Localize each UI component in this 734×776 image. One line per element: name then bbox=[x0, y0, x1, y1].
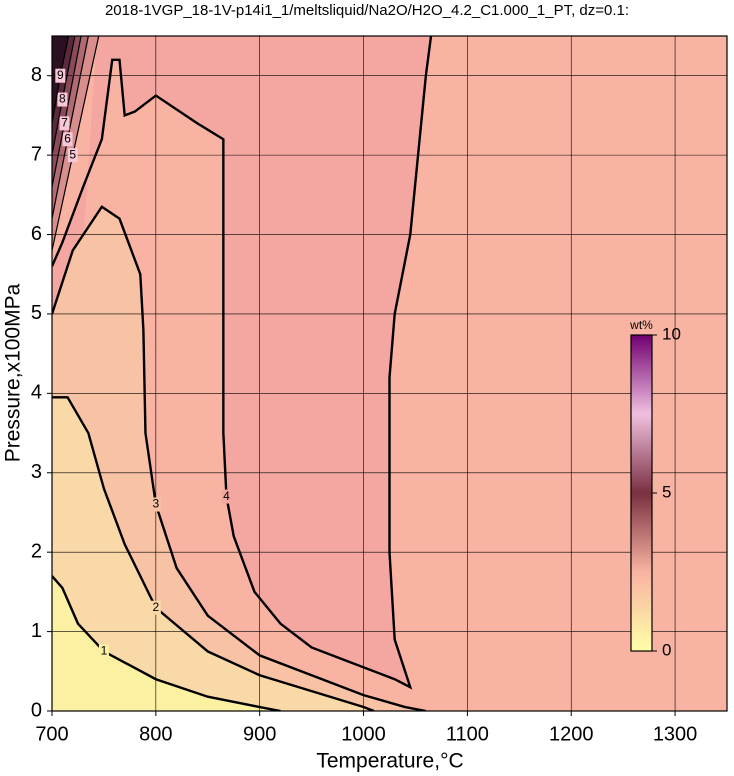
colorbar bbox=[630, 334, 653, 652]
contour-label: 6 bbox=[64, 131, 71, 145]
contour-fill bbox=[52, 397, 374, 711]
plot-frame bbox=[51, 35, 728, 712]
x-tick-label: 1100 bbox=[446, 723, 489, 745]
contour-label-bg bbox=[59, 116, 70, 131]
contour-line bbox=[52, 575, 281, 711]
contour-fill bbox=[52, 36, 432, 711]
contour-label-bg bbox=[55, 68, 66, 83]
contour-label: 9 bbox=[57, 68, 64, 82]
y-tick-label: 1 bbox=[31, 620, 42, 642]
contour-label-bg bbox=[221, 489, 232, 504]
y-tick-label: 7 bbox=[31, 143, 42, 165]
colorbar-tick-label: 10 bbox=[662, 324, 681, 343]
chart-title: 2018-1VGP_18-1V-p14i1_1/meltsliquid/Na2O… bbox=[105, 2, 629, 19]
contour-label: 1 bbox=[101, 644, 108, 658]
y-tick-label: 8 bbox=[31, 64, 42, 86]
contour-line bbox=[52, 36, 433, 690]
x-tick-label: 900 bbox=[243, 723, 276, 745]
colorbar-tick-label: 0 bbox=[662, 640, 671, 659]
contour-label: 4 bbox=[223, 489, 230, 503]
y-tick-label: 0 bbox=[31, 699, 42, 721]
contour-label: 2 bbox=[153, 600, 160, 614]
x-tick-label: 1200 bbox=[549, 723, 594, 745]
plot-area: 4 3 2 1 5 67 8 9 bbox=[52, 36, 727, 711]
contour-label-bg bbox=[57, 92, 68, 107]
contour-label-bg bbox=[67, 148, 78, 163]
x-tick-label: 800 bbox=[139, 723, 172, 745]
y-tick-label: 6 bbox=[31, 223, 42, 245]
colorbar-label: wt% bbox=[629, 318, 653, 332]
x-tick-label: 1000 bbox=[341, 723, 386, 745]
x-tick-label: 1300 bbox=[653, 723, 698, 745]
contour-fill bbox=[52, 36, 69, 124]
y-tick-label: 5 bbox=[31, 302, 42, 324]
contour-label-bg bbox=[150, 600, 161, 615]
axes: 700 800 900 1000 1100 1200 1300012345678wt%051… bbox=[31, 35, 728, 745]
y-tick-label: 2 bbox=[31, 540, 42, 562]
y-axis-label: Pressure,x100MPa bbox=[2, 283, 25, 462]
y-tick-label: 3 bbox=[31, 461, 42, 483]
contour-label-bg bbox=[62, 132, 73, 147]
contour-label: 7 bbox=[61, 116, 68, 130]
contour-label: 8 bbox=[59, 92, 66, 106]
x-axis-label: Temperature,°C bbox=[316, 750, 463, 773]
y-tick-label: 4 bbox=[31, 382, 42, 404]
contour-label: 5 bbox=[69, 147, 76, 161]
contour-label: 3 bbox=[153, 497, 160, 511]
x-tick-label: 700 bbox=[35, 723, 68, 745]
contour-label-bg bbox=[150, 497, 161, 512]
contour-fill bbox=[52, 576, 281, 711]
contour-label-bg bbox=[98, 644, 109, 659]
colorbar-tick-label: 5 bbox=[662, 482, 671, 501]
